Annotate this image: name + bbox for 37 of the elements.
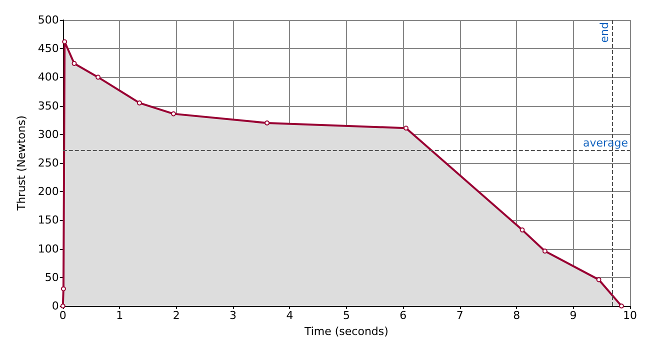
x-tick-label: 6 xyxy=(400,309,407,322)
y-tick-label: 400 xyxy=(38,70,59,84)
y-tick-label: 300 xyxy=(38,128,59,141)
y-tick-label: 250 xyxy=(38,156,59,170)
x-tick-label: 7 xyxy=(456,309,464,322)
point xyxy=(62,39,68,44)
point xyxy=(96,74,101,80)
point xyxy=(404,126,408,131)
y-tick-label: 200 xyxy=(38,185,59,198)
y-tick-label: 500 xyxy=(38,14,59,26)
x-tick-label: 9 xyxy=(570,309,577,322)
point xyxy=(60,286,66,292)
x-tick-label: 5 xyxy=(342,309,350,322)
point xyxy=(619,304,624,308)
y-tick-label: 100 xyxy=(38,242,59,256)
y-tick-label: 0 xyxy=(52,300,59,312)
x-tick-label: 1 xyxy=(116,309,124,322)
point xyxy=(170,111,176,116)
x-tick-label: 10 xyxy=(623,309,637,322)
ref-line-label: end xyxy=(598,22,611,43)
x-axis-title: Time (seconds) xyxy=(303,324,388,338)
y-tick-label: 450 xyxy=(38,42,59,56)
point xyxy=(136,100,142,106)
x-tick-label: 4 xyxy=(286,309,294,322)
point xyxy=(542,248,548,254)
x-tick-label: 8 xyxy=(513,309,520,322)
point xyxy=(264,120,270,126)
y-tick-label: 150 xyxy=(38,214,59,227)
point xyxy=(596,277,602,282)
point xyxy=(72,60,77,66)
x-tick-label: 3 xyxy=(230,309,237,322)
y-tick-label: 50 xyxy=(44,270,59,284)
y-tick-label: 350 xyxy=(38,99,59,112)
ref-line-label: average xyxy=(582,136,628,150)
y-axis-title: Thrust (Newtons) xyxy=(15,115,28,212)
point xyxy=(520,227,525,232)
x-tick-label: 2 xyxy=(172,309,180,322)
